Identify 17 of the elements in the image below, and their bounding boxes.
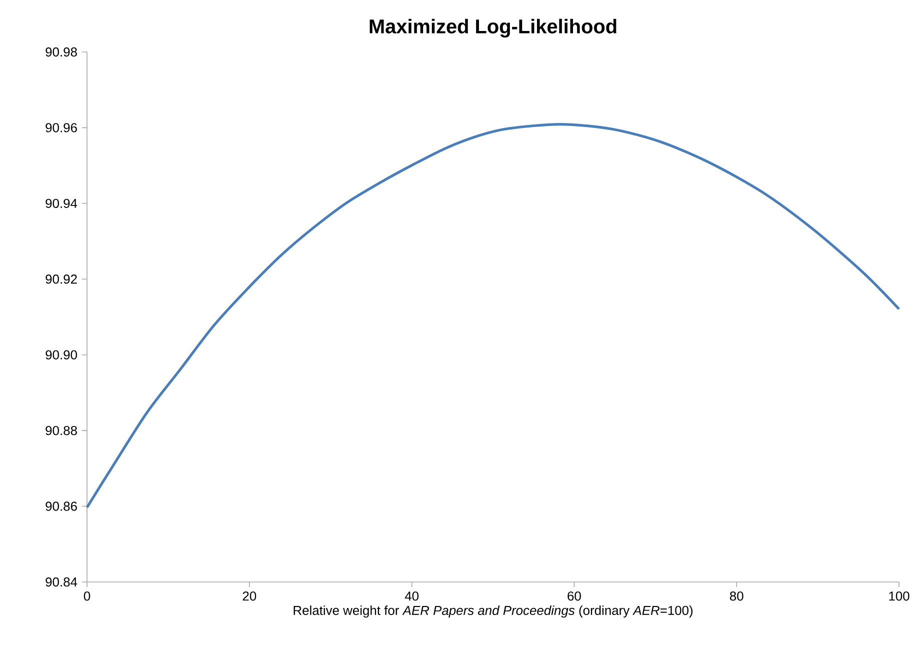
y-tick-label: 90.84 [46, 577, 78, 587]
y-tick-label: 90.98 [46, 47, 77, 57]
x-tick-label: 0 [84, 591, 90, 601]
y-tick-label: 90.92 [46, 274, 77, 284]
y-tick-label: 90.96 [46, 123, 77, 132]
y-tick-label: 90.90 [46, 350, 77, 360]
x-axis-title: Relative weight for AER Papers and Proceedings (ordinary AER=100) [294, 605, 693, 618]
y-tick-label: 90.86 [46, 502, 77, 511]
x-tick-label: 20 [242, 591, 256, 601]
x-tick-label: 40 [404, 591, 419, 601]
x-tick-label: 60 [568, 591, 581, 601]
x-tick-label: 100 [889, 591, 910, 601]
x-tick-label: 80 [730, 591, 744, 601]
y-tick-label: 90.94 [46, 198, 78, 208]
y-tick-label: 90.88 [46, 426, 77, 436]
chart-title: Maximized Log-Likelihood [370, 18, 616, 38]
line-series [86, 122, 900, 509]
